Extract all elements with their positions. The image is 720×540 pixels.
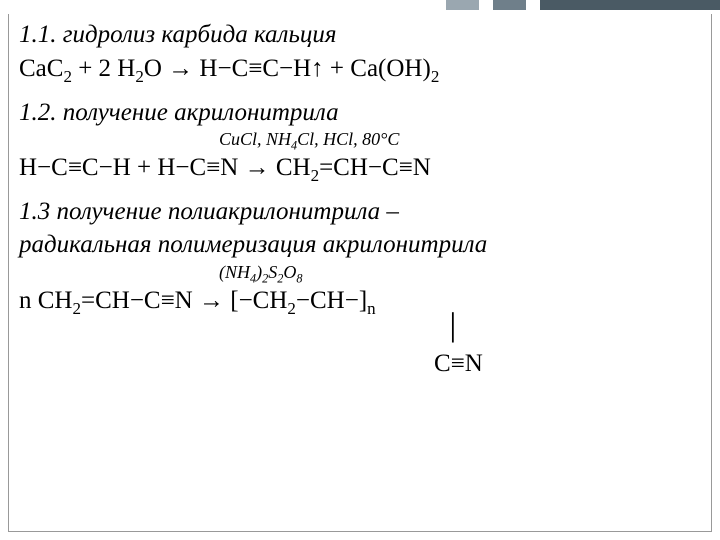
stripe-seg	[479, 0, 493, 10]
polymer-side-group: C≡N	[434, 350, 483, 378]
stripe-seg	[540, 0, 720, 10]
section-1-title: 1.1. гидролиз карбида кальция	[19, 18, 701, 52]
section-2-title: 1.2. получение акрилонитрила	[19, 96, 701, 130]
slide-content: 1.1. гидролиз карбида кальция CaC2 + 2 H…	[8, 14, 712, 532]
section-3-conditions: (NH4)2S2O8	[219, 262, 701, 284]
section-1-equation: CaC2 + 2 H2O → H−C≡C−H↑ + Ca(OH)2	[19, 52, 701, 86]
stripe-seg	[493, 0, 525, 10]
stripe-seg	[526, 0, 540, 10]
section-2-conditions: CuCl, NH4Cl, HCl, 80°C	[219, 129, 701, 151]
decorative-top-stripe	[0, 0, 720, 10]
stripe-seg	[0, 0, 446, 10]
stripe-seg	[446, 0, 478, 10]
section-3-equation-block: n CH2=CH−C≡N → [−CH2−CH−]n │ C≡N	[19, 284, 701, 318]
section-3-equation-main: n CH2=CH−C≡N → [−CH2−CH−]n	[19, 284, 701, 318]
section-3-title-line2: радикальная полимеризация акрилонитрила	[19, 228, 701, 262]
polymer-side-bond-bar: │	[444, 314, 462, 342]
section-2-equation: H−C≡C−H + H−C≡N → CH2=CH−C≡N	[19, 151, 701, 185]
section-3-title-line1: 1.3 получение полиакрилонитрила –	[19, 195, 701, 229]
